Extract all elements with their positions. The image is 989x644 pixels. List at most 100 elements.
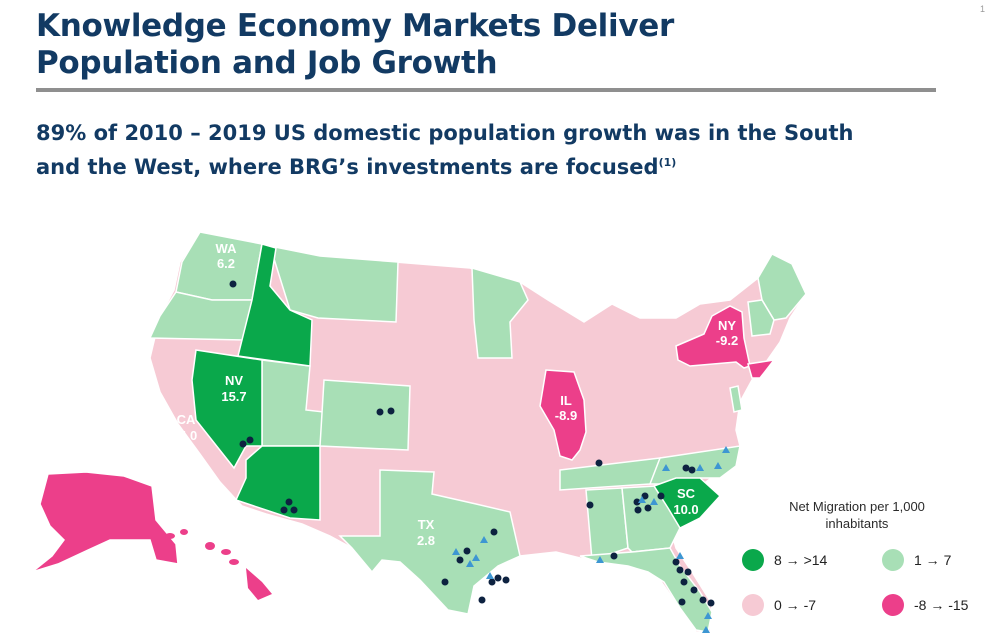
label-sc-code: SC — [677, 486, 696, 501]
marker-dot — [490, 528, 498, 536]
label-ca-value: -4.0 — [175, 428, 197, 443]
marker-dot — [595, 459, 603, 467]
marker-triangle — [486, 572, 494, 579]
label-wa-code: WA — [216, 241, 238, 256]
marker-dot — [478, 596, 486, 604]
legend-swatch — [882, 549, 904, 571]
marker-dot — [246, 436, 254, 444]
state-AL — [585, 487, 629, 562]
legend-swatch — [742, 549, 764, 571]
title-divider — [36, 88, 936, 92]
marker-dot — [699, 596, 707, 604]
marker-dot — [494, 574, 502, 582]
marker-dot — [690, 586, 698, 594]
marker-dot — [610, 552, 618, 560]
subtitle-line-2: and the West, where BRG’s investments ar… — [36, 148, 956, 182]
marker-dot — [387, 407, 395, 415]
marker-triangle — [662, 464, 670, 471]
marker-dot — [657, 492, 665, 500]
state-CO — [319, 379, 411, 451]
page-title: Knowledge Economy Markets Deliver Popula… — [36, 8, 956, 82]
marker-dot — [676, 566, 684, 574]
legend-label: 0 → -7 — [774, 597, 817, 613]
marker-dot — [456, 556, 464, 564]
marker-dot — [285, 498, 293, 506]
marker-dot — [376, 408, 384, 416]
subtitle-footnote: (1) — [658, 156, 677, 169]
state-IL — [539, 369, 587, 461]
hawaii-island-4 — [221, 549, 231, 555]
marker-triangle — [714, 462, 722, 469]
hawaii-island-5 — [229, 559, 239, 565]
title-line-2: Population and Job Growth — [36, 45, 498, 81]
marker-triangle — [638, 496, 646, 503]
label-nv-code: NV — [225, 373, 243, 388]
marker-dot — [672, 558, 680, 566]
marker-triangle — [722, 446, 730, 453]
legend-item-light-green: 1 → 7 — [882, 549, 951, 571]
marker-triangle — [452, 548, 460, 555]
label-tx-code: TX — [418, 517, 435, 532]
label-sc-value: 10.0 — [673, 502, 698, 517]
marker-dot — [229, 280, 237, 288]
light-green-states — [148, 231, 807, 633]
label-nv-value: 15.7 — [221, 389, 246, 404]
marker-dot — [678, 598, 686, 606]
title-line-1: Knowledge Economy Markets Deliver — [36, 8, 674, 44]
investment-triangles — [452, 446, 730, 633]
label-wa-value: 6.2 — [217, 256, 235, 271]
legend-swatch — [882, 594, 904, 616]
marker-dot — [707, 599, 715, 607]
marker-triangle — [702, 626, 710, 633]
legend-label: 8 → >14 — [774, 552, 828, 568]
marker-dot — [644, 504, 652, 512]
legend-title: Net Migration per 1,000 inhabitants — [789, 499, 925, 531]
state-TX — [338, 469, 521, 615]
marker-triangle — [596, 556, 604, 563]
label-il-code: IL — [560, 393, 572, 408]
marker-dot — [502, 576, 510, 584]
legend-item-magenta: -8 → -15 — [882, 594, 968, 616]
state-ID — [237, 243, 313, 367]
hawaii-island-3 — [205, 542, 215, 550]
marker-dot — [688, 466, 696, 474]
state-NC — [648, 445, 741, 485]
marker-dot — [463, 547, 471, 555]
marker-dot — [290, 506, 298, 514]
marker-triangle — [466, 560, 474, 567]
magenta-states — [31, 305, 776, 573]
state-VT-NH — [747, 299, 775, 337]
subtitle-line-1: 89% of 2010 – 2019 US domestic populatio… — [36, 121, 854, 145]
marker-triangle — [676, 552, 684, 559]
marker-dot — [441, 578, 449, 586]
label-il-value: -8.9 — [555, 408, 577, 423]
legend-label: 1 → 7 — [914, 552, 952, 568]
state-SC — [652, 477, 722, 529]
marker-triangle — [650, 498, 658, 505]
marker-dot — [682, 464, 690, 472]
marker-dot — [239, 440, 247, 448]
state-AZ — [234, 445, 321, 521]
marker-dot — [488, 578, 496, 586]
marker-dot — [634, 506, 642, 514]
state-NY — [675, 305, 751, 369]
marker-triangle — [704, 612, 712, 619]
hawaii-island-1 — [165, 533, 175, 539]
label-ny-value: -9.2 — [716, 333, 738, 348]
label-ca-code: CA — [177, 412, 196, 427]
hawaii-island-2 — [180, 529, 188, 535]
state-NJ — [747, 358, 776, 379]
state-MN — [471, 266, 529, 359]
marker-dot — [633, 498, 641, 506]
legend-item-light-pink: 0 → -7 — [742, 594, 816, 616]
marker-triangle — [696, 464, 704, 471]
page-number: 1 — [979, 4, 985, 14]
label-ny-code: NY — [718, 318, 736, 333]
hawaii-island-big — [246, 568, 272, 600]
marker-dot — [280, 506, 288, 514]
marker-dot — [586, 501, 594, 509]
state-NV — [191, 349, 263, 470]
marker-triangle — [480, 536, 488, 543]
subtitle: 89% of 2010 – 2019 US domestic populatio… — [36, 118, 956, 182]
legend-swatch — [742, 594, 764, 616]
